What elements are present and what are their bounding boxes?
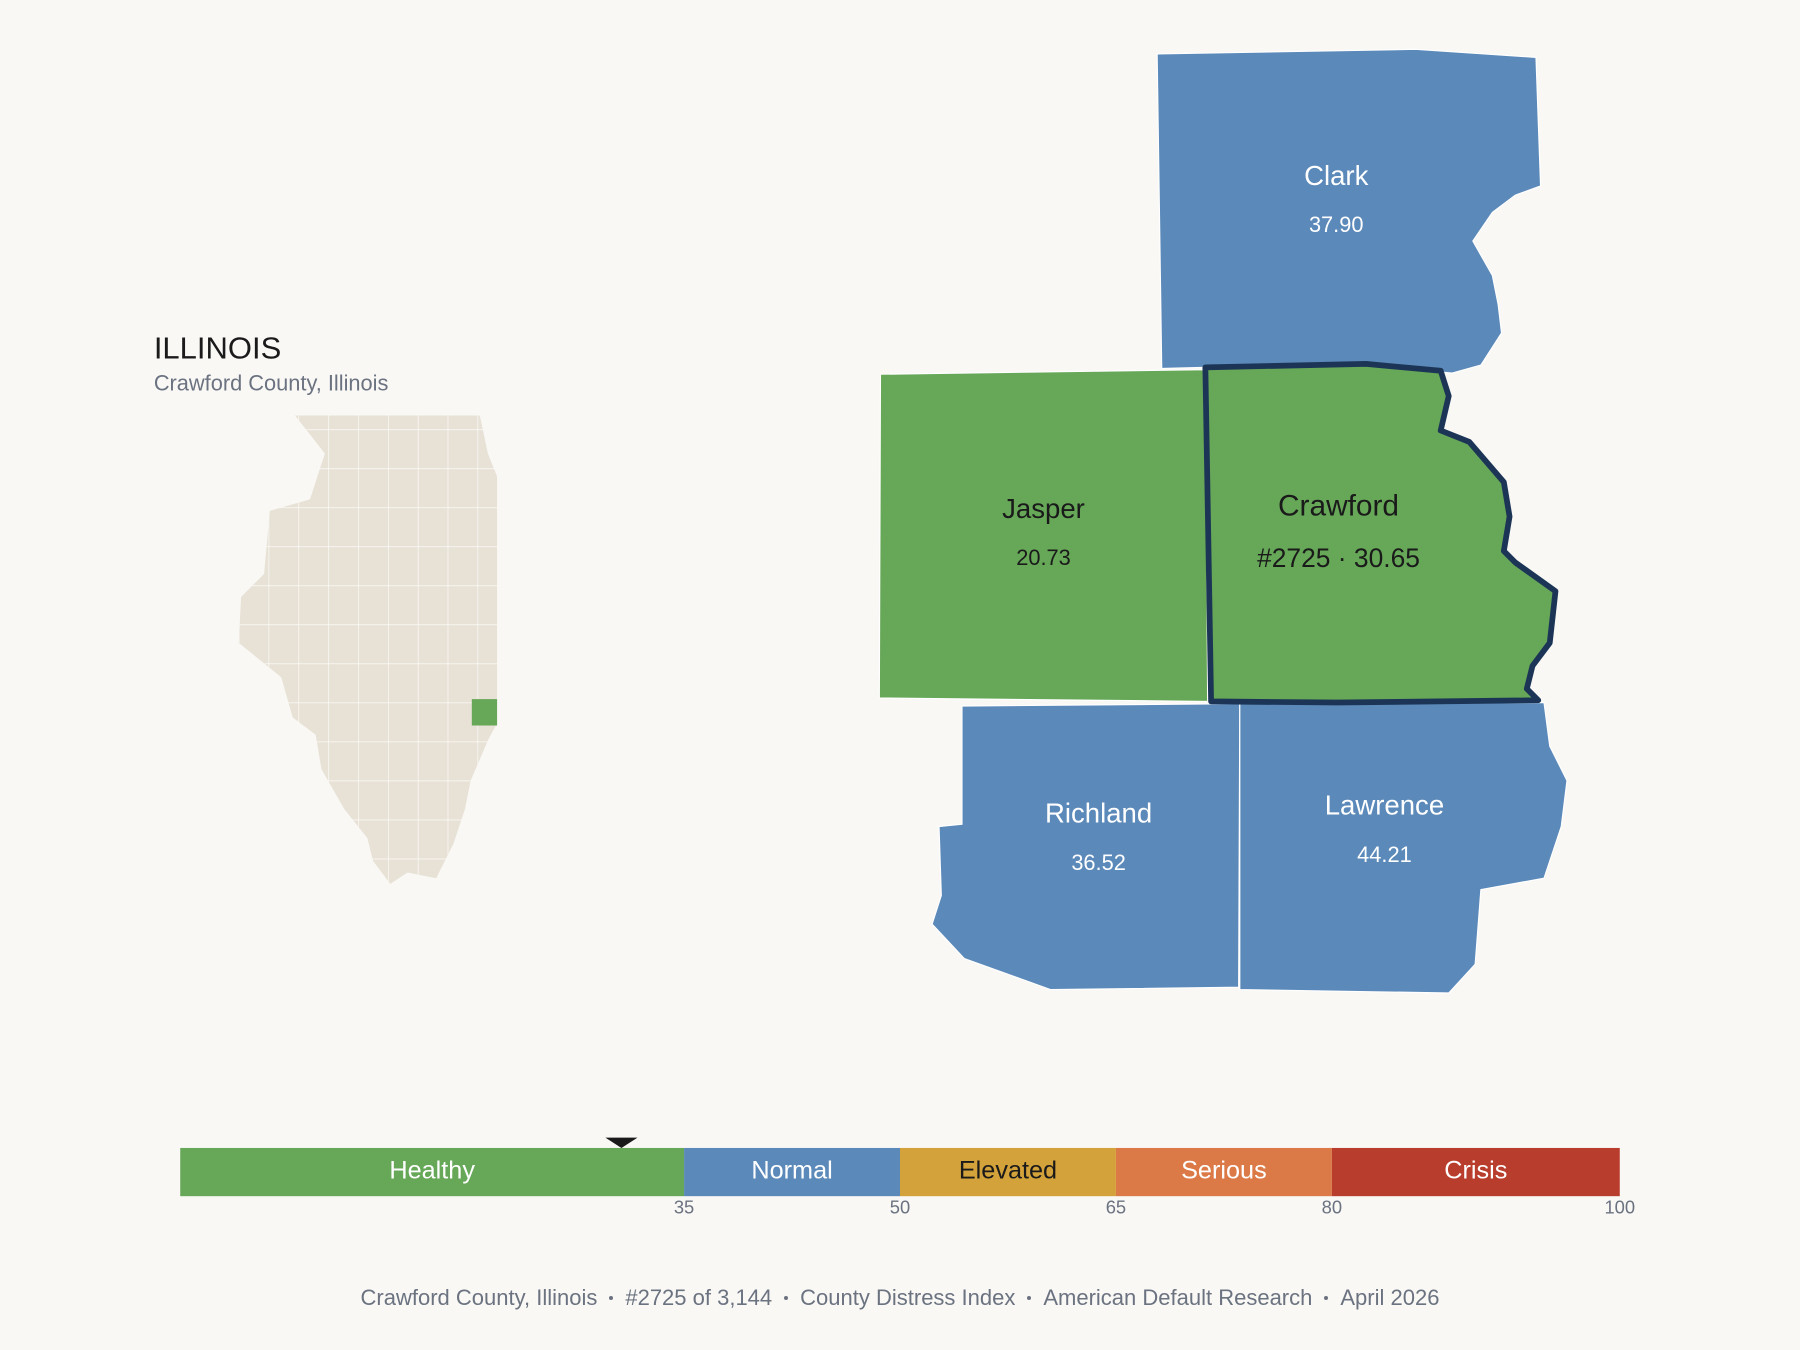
county-score: #2725 · 30.65 xyxy=(1257,543,1420,573)
county-name: Richland xyxy=(1045,797,1152,828)
scale-tick-label: 50 xyxy=(890,1197,910,1218)
highlighted-county xyxy=(471,699,498,726)
scale-band xyxy=(900,1147,1116,1197)
footer-item: #2725 of 3,144 xyxy=(625,1285,773,1310)
county-shape xyxy=(878,369,1209,702)
county-score: 44.21 xyxy=(1357,842,1412,867)
county-name: Jasper xyxy=(1002,493,1085,524)
footer-item: American Default Research xyxy=(1043,1285,1313,1310)
band-label: Serious xyxy=(1181,1157,1267,1185)
state-subtitle: Crawford County, Illinois xyxy=(154,370,389,395)
county-shape xyxy=(931,703,1241,991)
county-grid xyxy=(238,415,498,884)
county-group xyxy=(878,48,1568,994)
separator xyxy=(784,1296,789,1300)
county-score: 36.52 xyxy=(1071,850,1126,875)
state-title: ILLINOIS xyxy=(154,330,281,365)
scale-band xyxy=(684,1147,900,1197)
footer: Crawford County, Illinois #2725 of 3,144 C… xyxy=(0,1285,1800,1311)
scale-bar: Healthy Normal Elevated Serious Crisis 35 50 65… xyxy=(180,1137,1635,1218)
footer-item: County Distress Index xyxy=(800,1285,1016,1310)
state-minimap xyxy=(238,415,498,884)
footer-item: April 2026 xyxy=(1340,1285,1440,1310)
county-name: Crawford xyxy=(1278,489,1399,522)
county-score: 37.90 xyxy=(1309,212,1364,237)
band-label: Normal xyxy=(751,1157,832,1185)
separator xyxy=(1324,1296,1329,1300)
scale-tick-label: 100 xyxy=(1604,1197,1635,1218)
scale-tick-label: 35 xyxy=(674,1197,694,1218)
county-score: 20.73 xyxy=(1016,545,1071,570)
scale-tick-label: 65 xyxy=(1106,1197,1126,1218)
scale-tick-label: 80 xyxy=(1322,1197,1342,1218)
band-label: Elevated xyxy=(959,1157,1057,1185)
separator xyxy=(609,1296,614,1300)
county-shape xyxy=(1202,361,1559,706)
county-name: Clark xyxy=(1304,160,1369,191)
score-marker xyxy=(605,1137,638,1148)
band-label: Healthy xyxy=(389,1157,475,1185)
band-label: Crisis xyxy=(1444,1157,1507,1185)
county-shape xyxy=(1239,701,1568,994)
scale-band xyxy=(1115,1147,1332,1197)
scale-band xyxy=(180,1147,685,1197)
separator xyxy=(1027,1296,1032,1300)
county-labels: Clark 37.90 Jasper 20.73 Crawford #2725 · 30.… xyxy=(1002,160,1444,875)
county-name: Lawrence xyxy=(1325,789,1444,820)
footer-item: Crawford County, Illinois xyxy=(360,1285,598,1310)
scale-band xyxy=(1331,1147,1620,1197)
